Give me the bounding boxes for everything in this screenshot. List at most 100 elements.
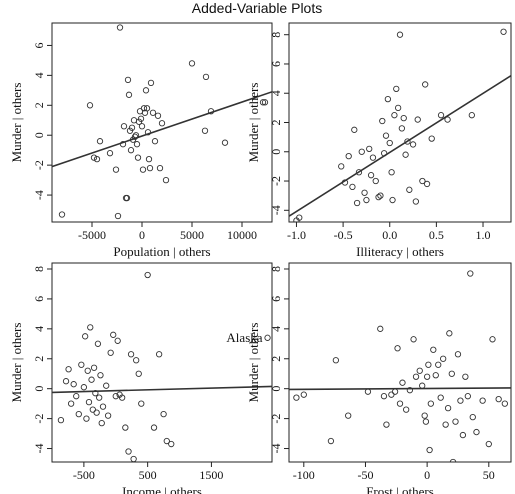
data-point <box>207 108 215 115</box>
y-tick-label: 6 <box>32 296 46 302</box>
data-point <box>421 412 428 419</box>
data-point <box>144 271 151 279</box>
data-point <box>202 73 210 81</box>
data-point <box>428 135 435 142</box>
data-point <box>425 361 432 368</box>
data-point <box>372 177 379 185</box>
data-point <box>404 138 411 145</box>
data-point <box>338 163 345 170</box>
data-point <box>332 357 340 364</box>
data-point <box>150 424 158 431</box>
data-point <box>369 154 377 161</box>
data-point <box>469 413 476 421</box>
data-point <box>93 156 101 163</box>
data-point <box>259 99 267 106</box>
data-point <box>393 85 400 92</box>
data-point <box>163 437 170 445</box>
y-tick-label: 0 <box>32 132 46 138</box>
data-point <box>437 394 444 401</box>
x-tick-label: 500 <box>139 468 157 482</box>
x-axis-label: Illiteracy | others <box>356 244 444 259</box>
data-point <box>388 169 395 176</box>
data-point <box>422 418 430 425</box>
y-tick-label: 4 <box>32 326 46 332</box>
data-point <box>89 406 96 413</box>
data-point <box>58 211 66 218</box>
y-tick-label: -4 <box>269 205 283 215</box>
data-point <box>452 418 459 425</box>
data-point <box>410 336 417 343</box>
y-tick-label: 4 <box>269 90 283 96</box>
data-point <box>120 123 128 130</box>
regression-line <box>52 385 272 394</box>
data-point <box>125 448 132 455</box>
data-point <box>103 382 110 389</box>
y-tick-label: 6 <box>269 61 283 67</box>
data-point <box>409 141 417 148</box>
data-point <box>158 120 166 127</box>
data-point <box>383 421 390 428</box>
x-tick-label: -1.0 <box>287 228 306 242</box>
y-tick-label: -2 <box>32 414 46 424</box>
data-point <box>92 390 99 397</box>
data-point <box>149 109 157 116</box>
data-point <box>435 361 442 368</box>
data-point <box>479 397 486 404</box>
x-tick-label: 0 <box>424 468 430 482</box>
data-point <box>160 410 167 418</box>
data-point <box>358 148 365 155</box>
data-point <box>99 403 107 410</box>
data-point <box>489 336 496 343</box>
data-point <box>135 370 142 377</box>
data-point <box>355 169 363 176</box>
data-point <box>112 166 120 173</box>
data-point <box>112 393 119 400</box>
data-point <box>151 138 159 145</box>
data-point <box>406 186 413 193</box>
data-point <box>62 378 70 385</box>
data-point <box>419 177 426 185</box>
data-point <box>384 95 392 103</box>
plot-frame <box>288 22 512 223</box>
data-point <box>437 112 445 119</box>
data-point <box>380 393 388 400</box>
y-tick-label: -4 <box>269 444 283 454</box>
data-point <box>130 455 137 462</box>
y-tick-label: 4 <box>269 326 283 332</box>
data-point <box>155 351 163 358</box>
data-point <box>416 367 423 374</box>
data-point <box>361 189 368 196</box>
x-tick-label: 0.5 <box>429 228 444 242</box>
y-tick-label: -4 <box>32 444 46 454</box>
data-point <box>221 139 229 146</box>
y-tick-label: 2 <box>32 102 46 108</box>
y-tick-label: 0 <box>32 386 46 392</box>
data-point <box>426 446 433 454</box>
data-point <box>144 129 152 136</box>
data-point <box>366 145 373 152</box>
data-point <box>90 154 98 161</box>
data-point <box>403 406 410 413</box>
plot-frame <box>51 262 273 463</box>
data-point <box>104 412 112 419</box>
data-point <box>147 79 155 86</box>
data-point <box>444 404 452 412</box>
data-point <box>70 381 77 388</box>
x-tick-label: 0.0 <box>382 228 397 242</box>
data-point <box>391 112 398 119</box>
data-point <box>467 270 474 277</box>
data-point <box>394 345 401 352</box>
panel-income: -500 500 1500 -4 -2 0 2 4 6 8 Income | others Murde… <box>9 262 273 494</box>
data-point <box>114 212 122 220</box>
data-point <box>140 105 148 112</box>
x-axis-label: Income | others <box>122 484 202 494</box>
x-tick-label: 5000 <box>180 228 204 242</box>
y-axis-label: Murder | others <box>246 323 261 403</box>
data-point <box>83 415 90 422</box>
x-tick-label: -50 <box>357 468 373 482</box>
data-point <box>422 81 429 88</box>
data-point <box>125 91 133 98</box>
data-point <box>363 196 370 204</box>
